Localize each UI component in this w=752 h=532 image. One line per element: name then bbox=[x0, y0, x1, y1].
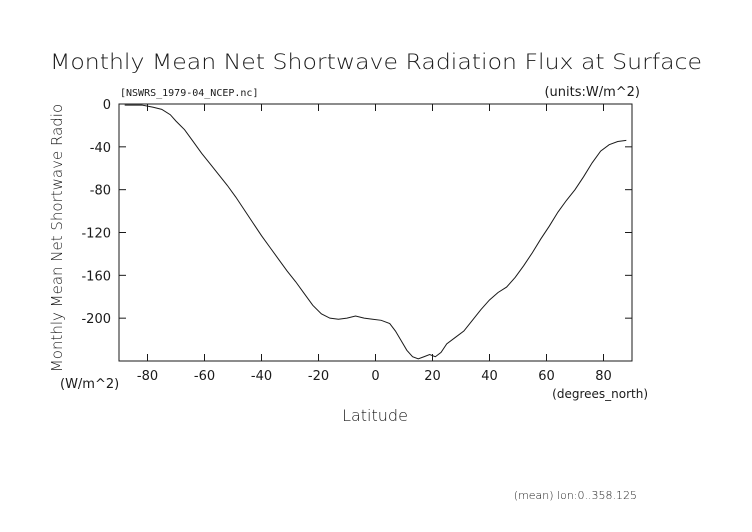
y-tick-label: -80 bbox=[90, 184, 111, 199]
x-axis-ticks: -80 -60 -40 -20 0 20 40 60 80 bbox=[137, 104, 612, 384]
x-tick-label: 40 bbox=[481, 369, 498, 384]
x-tick-label: 0 bbox=[371, 369, 379, 384]
x-axis-label: Latitude bbox=[342, 406, 408, 425]
x-tick-label: -60 bbox=[194, 369, 215, 384]
x-tick-label: 20 bbox=[424, 369, 441, 384]
x-tick-label: -80 bbox=[137, 369, 158, 384]
x-tick-label: -40 bbox=[251, 369, 272, 384]
series-line bbox=[124, 104, 627, 360]
x-tick-label: 60 bbox=[538, 369, 555, 384]
y-tick-label: -120 bbox=[81, 227, 111, 242]
y-tick-label: -160 bbox=[81, 269, 111, 284]
y-axis-ticks: 0 -40 -80 -120 -160 -200 bbox=[81, 98, 632, 327]
x-axis-units: (degrees_north) bbox=[552, 387, 648, 401]
plot-frame bbox=[118, 103, 633, 362]
x-tick-label: -20 bbox=[308, 369, 329, 384]
y-axis-label: Monthly Mean Net Shortwave Radio bbox=[48, 104, 66, 372]
y-tick-label: -40 bbox=[90, 141, 111, 156]
x-tick-label: 80 bbox=[595, 369, 612, 384]
y-tick-label: -200 bbox=[81, 312, 111, 327]
chart-title: Monthly Mean Net Shortwave Radiation Flu… bbox=[50, 50, 702, 75]
footnote: (mean) lon:0..358.125 bbox=[514, 489, 637, 502]
y-axis-units: (W/m^2) bbox=[60, 377, 119, 392]
chart-subtitle-left: [NSWRS_1979-04_NCEP.nc] bbox=[120, 88, 258, 99]
chart-subtitle-right: (units:W/m^2) bbox=[544, 85, 640, 100]
y-tick-label: 0 bbox=[103, 98, 111, 113]
